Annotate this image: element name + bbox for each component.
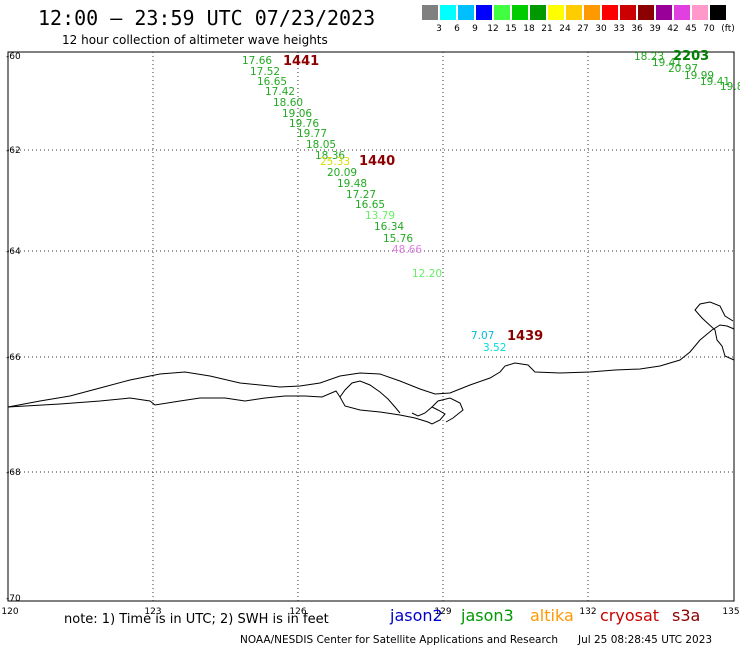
satellite-jason3: jason3 [461, 606, 514, 625]
scale-label: 42 [667, 24, 679, 34]
scale-swatch [602, 5, 618, 20]
coastline-bay [339, 380, 433, 417]
lat-label: -68 [6, 468, 21, 478]
scale-label: 45 [685, 24, 697, 34]
wave-height-label: 48.66 [392, 244, 422, 256]
lon-label: 126 [289, 607, 306, 617]
credit-line: NOAA/NESDIS Center for Satellite Applica… [240, 634, 558, 646]
scale-label: 6 [454, 24, 460, 34]
lat-label: -60 [6, 52, 21, 62]
scale-swatch [530, 5, 546, 20]
wave-height-label: 15.76 [383, 233, 413, 245]
lon-label: 135 [722, 607, 739, 617]
scale-swatch [620, 5, 636, 20]
scale-swatch [422, 5, 438, 20]
wave-height-label: 13.79 [365, 210, 395, 222]
wave-height-label: 18.23 [634, 51, 664, 63]
coastline [7, 324, 735, 408]
wave-height-label: 19.41 [700, 76, 730, 88]
scale-swatch [692, 5, 708, 20]
scale-label: 39 [649, 24, 661, 34]
scale-label: 30 [595, 24, 607, 34]
lat-label: -70 [6, 594, 21, 604]
graticule [8, 52, 734, 601]
scale-label: 27 [577, 24, 589, 34]
scale-unit: (ft) [721, 24, 735, 34]
map-subtitle: 12 hour collection of altimeter wave hei… [62, 33, 328, 47]
scale-label: 12 [487, 24, 499, 34]
scale-label: 24 [559, 24, 571, 34]
satellite-altika: altika [530, 606, 574, 625]
scale-swatch [512, 5, 528, 20]
lat-label: -64 [6, 247, 21, 257]
scale-label: 33 [613, 24, 625, 34]
generated-timestamp: Jul 25 08:28:45 UTC 2023 [578, 634, 713, 646]
wave-height-label: 7.07 [471, 330, 494, 342]
lon-label: 123 [144, 607, 161, 617]
wave-height-label: 25.33 [320, 156, 350, 168]
map-frame [7, 51, 735, 602]
scale-swatch [674, 5, 690, 20]
lon-label: 132 [579, 607, 596, 617]
wave-height-label: 19.48 [337, 178, 367, 190]
wave-height-label: 20.97 [668, 63, 698, 75]
scale-swatch [440, 5, 456, 20]
coastline-east-arc [694, 301, 735, 361]
scale-swatch [494, 5, 510, 20]
scale-label: 18 [523, 24, 535, 34]
scale-label: 21 [541, 24, 553, 34]
pass-id-label: 1440 [359, 154, 395, 169]
scale-swatch [458, 5, 474, 20]
lon-label: 120 [1, 607, 18, 617]
scale-swatch [710, 5, 726, 20]
scale-swatch [584, 5, 600, 20]
coastline-ice-shelf [7, 390, 464, 425]
wave-height-label: 18.36 [315, 150, 345, 162]
scale-label: 70 [703, 24, 715, 34]
scale-label: 36 [631, 24, 643, 34]
wave-height-label: 16.65 [257, 76, 287, 88]
pass-id-label: 2203 [673, 49, 709, 64]
pass-id-label: 1441 [283, 54, 319, 69]
scale-label: 15 [505, 24, 517, 34]
wave-height-label: 19.76 [289, 118, 319, 130]
map-title: 12:00 – 23:59 UTC 07/23/2023 [38, 6, 376, 30]
wave-height-label: 16.34 [374, 221, 404, 233]
wave-height-label: 17.52 [250, 66, 280, 78]
wave-height-label: 17.27 [346, 189, 376, 201]
footer-note: note: 1) Time is in UTC; 2) SWH is in fe… [64, 612, 329, 627]
wave-height-label: 16.65 [355, 199, 385, 211]
scale-swatch [548, 5, 564, 20]
wave-height-label: 19.8 [720, 81, 740, 93]
lon-label: 129 [434, 607, 451, 617]
wave-height-label: 20.09 [327, 167, 357, 179]
pass-id-label: 1439 [507, 329, 543, 344]
wave-height-label: 12.20 [412, 268, 442, 280]
lat-label: -66 [6, 353, 21, 363]
wave-height-label: 19.99 [684, 70, 714, 82]
lat-label: -62 [6, 146, 21, 156]
satellite-jason2: jason2 [390, 606, 443, 625]
scale-swatch [476, 5, 492, 20]
satellite-s3a: s3a [672, 606, 701, 625]
wave-height-label: 18.05 [306, 139, 336, 151]
satellite-cryosat: cryosat [600, 606, 660, 625]
scale-label: 3 [436, 24, 442, 34]
wave-height-label: 19.41 [652, 57, 682, 69]
scale-swatch [566, 5, 582, 20]
wave-height-label: 3.52 [483, 342, 506, 354]
wave-height-label: 17.42 [265, 86, 295, 98]
wave-height-label: 17.66 [242, 55, 272, 67]
wave-height-label: 18.60 [273, 97, 303, 109]
scale-swatch [638, 5, 654, 20]
wave-height-label: 19.77 [297, 128, 327, 140]
scale-label: 9 [472, 24, 478, 34]
wave-height-label: 19.06 [282, 108, 312, 120]
scale-swatch [656, 5, 672, 20]
